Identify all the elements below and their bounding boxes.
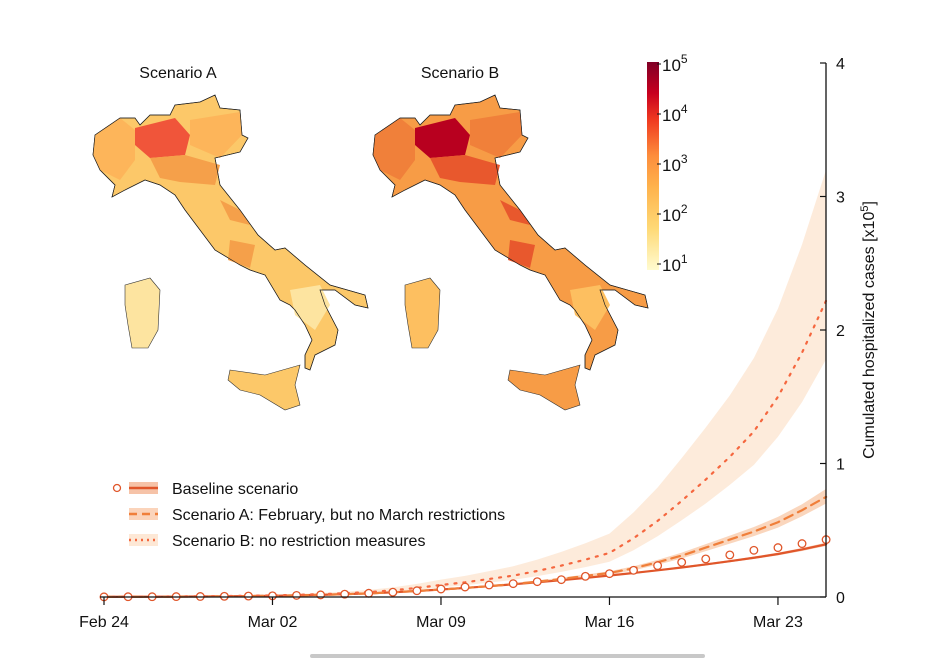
horizontal-scrollbar[interactable] — [310, 654, 705, 658]
colorbar-gradient — [647, 62, 659, 270]
region-piedmont — [93, 118, 135, 180]
sardinia — [404, 277, 441, 349]
map-title-scenario-b: Scenario B — [421, 65, 499, 82]
y-axis-label: Cumulated hospitalized cases [x105] — [859, 201, 878, 459]
region-lombardy — [415, 118, 470, 158]
colorbar-tick-label: 101 — [662, 252, 688, 275]
map-scenario-b: Scenario B — [372, 65, 649, 411]
observed-data-point — [653, 561, 663, 571]
observed-data-point — [629, 565, 638, 575]
legend-band — [129, 534, 158, 546]
observed-data-point — [436, 584, 446, 594]
observed-data-point — [292, 590, 302, 600]
observed-data-point — [773, 543, 783, 553]
map-title-scenario-a: Scenario A — [139, 65, 217, 82]
x-tick-label: Feb 24 — [79, 614, 129, 631]
legend-label: Scenario A: February, but no March restr… — [172, 507, 505, 524]
region-marche — [220, 200, 250, 225]
map-scenario-a: Scenario A — [92, 65, 369, 411]
region-piedmont — [373, 118, 415, 180]
observed-data-point — [605, 569, 614, 579]
x-tick-label: Mar 09 — [416, 614, 466, 631]
observed-data-point — [243, 591, 253, 601]
sardinia — [124, 277, 161, 349]
y-tick-label: 0 — [836, 590, 845, 607]
observed-data-point — [340, 589, 350, 599]
y-tick-label: 3 — [836, 190, 845, 207]
observed-data-point — [460, 582, 470, 592]
x-tick-label: Mar 02 — [248, 614, 298, 631]
legend: Baseline scenario Scenario A: February, … — [112, 481, 505, 550]
colorbar-tick-label: 102 — [662, 202, 688, 225]
region-lazio — [228, 240, 255, 268]
y-tick-label: 1 — [836, 457, 845, 474]
legend-marker-circle — [112, 483, 122, 493]
region-basilicata — [290, 285, 330, 330]
observed-data-point — [532, 577, 542, 587]
line-chart: Feb 24 Mar 02 Mar 09 Mar 16 Mar 23 0 1 2 3 4 Cum… — [79, 56, 878, 631]
observed-data-point — [508, 579, 518, 589]
observed-data-point — [701, 554, 711, 564]
observed-data-point — [749, 545, 759, 555]
legend-item-baseline: Baseline scenario — [112, 481, 298, 498]
region-emilia-romagna — [430, 155, 500, 185]
x-tick-label: Mar 23 — [753, 614, 803, 631]
observed-data-point — [219, 591, 229, 601]
observed-data-point — [412, 586, 422, 596]
legend-label: Baseline scenario — [172, 481, 298, 498]
region-basilicata — [570, 285, 610, 330]
region-emilia-romagna — [150, 155, 220, 185]
region-veneto — [470, 112, 522, 158]
x-tick-label: Mar 16 — [585, 614, 635, 631]
series-line-dotted — [102, 299, 828, 598]
colorbar-tick-label: 105 — [662, 52, 688, 75]
observed-data-point — [556, 575, 566, 585]
region-lombardy — [135, 118, 190, 158]
italy-outline — [372, 94, 649, 371]
observed-data-point — [364, 588, 374, 598]
sicily — [227, 364, 301, 411]
observed-data-point — [797, 539, 807, 549]
observed-data-point — [484, 580, 494, 590]
colorbar-tick-label: 104 — [662, 102, 688, 125]
observed-data-point — [677, 557, 687, 567]
colorbar-tick-label: 103 — [662, 152, 688, 175]
observed-data-point — [580, 571, 590, 581]
legend-label: Scenario B: no restriction measures — [172, 533, 425, 550]
italy-outline — [92, 94, 369, 371]
y-tick-label: 2 — [836, 323, 845, 340]
region-lazio — [508, 240, 535, 268]
sicily — [507, 364, 581, 411]
observed-data-point — [388, 587, 398, 597]
legend-item-scenario-b: Scenario B: no restriction measures — [129, 533, 425, 550]
colorbar: 105 104 103 102 101 — [647, 52, 688, 275]
legend-item-scenario-a: Scenario A: February, but no March restr… — [129, 507, 505, 524]
observed-data-point — [725, 550, 735, 560]
region-marche — [500, 200, 530, 225]
region-veneto — [190, 112, 242, 158]
y-tick-label: 4 — [836, 56, 845, 73]
